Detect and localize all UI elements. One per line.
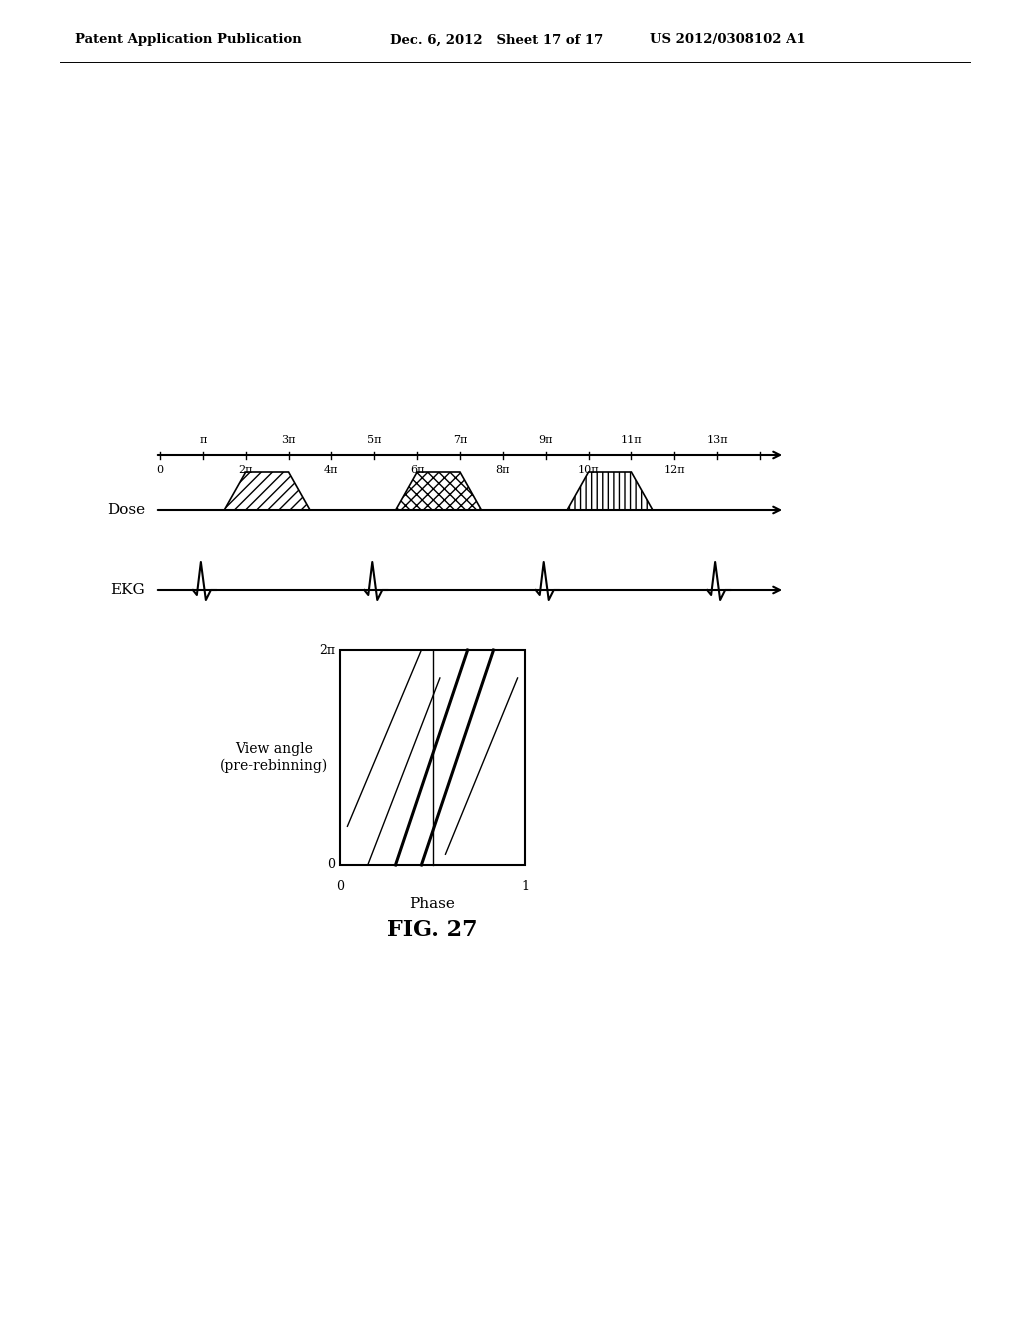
Polygon shape [224,473,310,510]
Text: View angle
(pre-rebinning): View angle (pre-rebinning) [220,742,328,772]
Text: π: π [200,436,207,445]
Text: 9π: 9π [539,436,553,445]
Text: 2π: 2π [239,465,253,475]
Text: 12π: 12π [664,465,685,475]
Text: Dose: Dose [106,503,145,517]
Text: 5π: 5π [367,436,382,445]
Text: Dec. 6, 2012   Sheet 17 of 17: Dec. 6, 2012 Sheet 17 of 17 [390,33,603,46]
Text: 1: 1 [521,880,529,894]
Text: 4π: 4π [325,465,339,475]
Text: 0: 0 [327,858,335,871]
Text: 0: 0 [157,465,164,475]
Text: 3π: 3π [282,436,296,445]
Text: 2π: 2π [319,644,335,656]
Text: 11π: 11π [621,436,642,445]
Text: 8π: 8π [496,465,510,475]
Polygon shape [395,473,481,510]
Text: 0: 0 [336,880,344,894]
Bar [340,649,525,865]
Text: Phase: Phase [410,898,456,911]
Text: 6π: 6π [410,465,424,475]
Text: Patent Application Publication: Patent Application Publication [75,33,302,46]
Text: US 2012/0308102 A1: US 2012/0308102 A1 [650,33,806,46]
Text: 13π: 13π [707,436,728,445]
Text: FIG. 27: FIG. 27 [387,919,478,941]
Text: EKG: EKG [111,583,145,597]
Text: 10π: 10π [578,465,599,475]
Text: 7π: 7π [453,436,467,445]
Polygon shape [567,473,653,510]
